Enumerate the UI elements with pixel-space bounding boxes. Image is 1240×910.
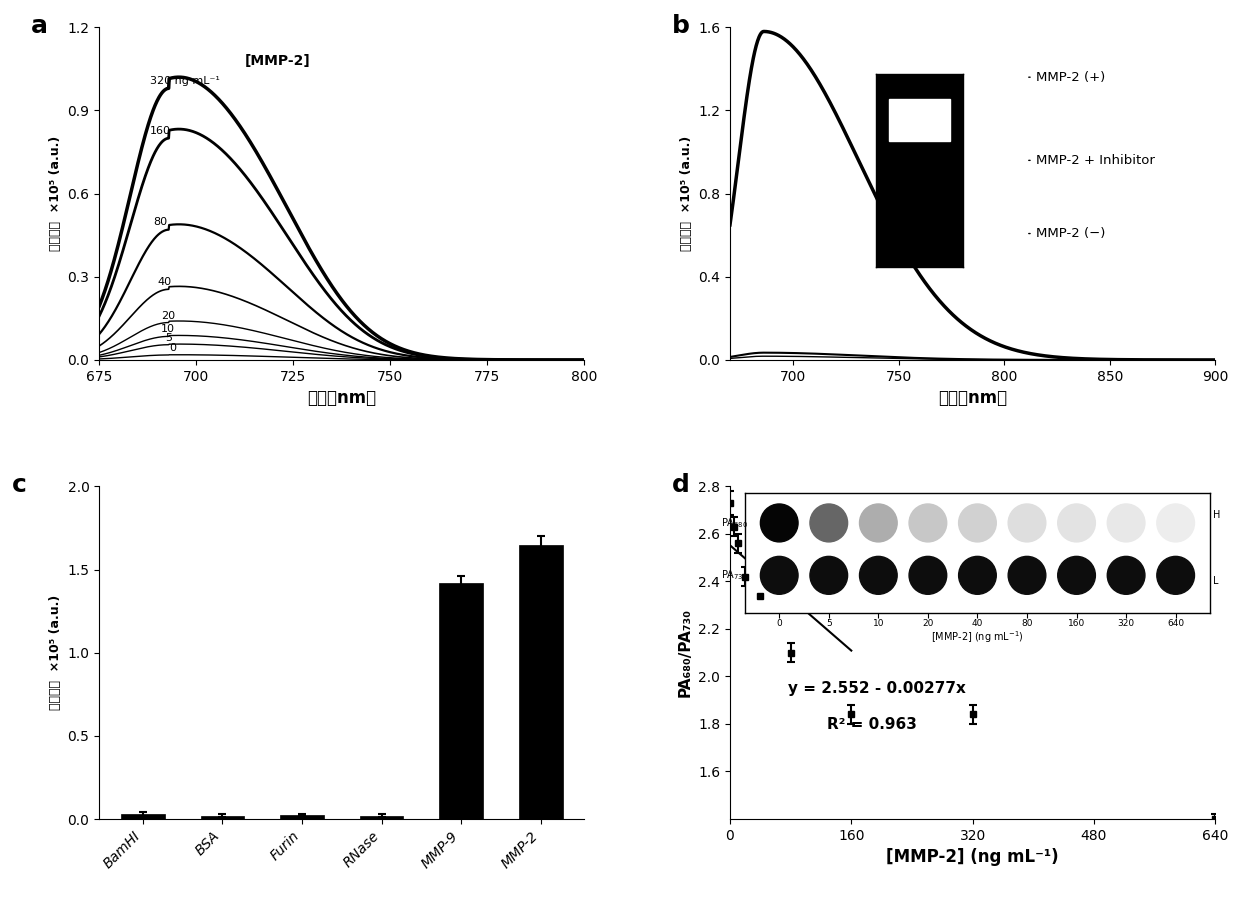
Text: 40: 40 bbox=[157, 278, 171, 288]
Text: 5: 5 bbox=[165, 333, 172, 343]
Text: c: c bbox=[12, 473, 27, 497]
Bar bbox=[360, 815, 403, 819]
Y-axis label: PA₆₈₀/PA₇₃₀: PA₆₈₀/PA₇₃₀ bbox=[677, 608, 693, 697]
Text: 10: 10 bbox=[161, 325, 175, 335]
Text: d: d bbox=[672, 473, 689, 497]
X-axis label: 波长（nm）: 波长（nm） bbox=[308, 389, 377, 407]
Text: MMP-2 (−): MMP-2 (−) bbox=[1029, 227, 1105, 240]
Bar bbox=[280, 814, 324, 819]
Text: 20: 20 bbox=[161, 310, 175, 320]
Text: a: a bbox=[31, 14, 48, 38]
Text: R² = 0.963: R² = 0.963 bbox=[827, 717, 916, 733]
Text: MMP-2 (+): MMP-2 (+) bbox=[1029, 71, 1105, 84]
Y-axis label: 荧光强度  ×10⁵ (a.u.): 荧光强度 ×10⁵ (a.u.) bbox=[48, 595, 62, 711]
X-axis label: 波长（nm）: 波长（nm） bbox=[937, 389, 1007, 407]
Bar bbox=[122, 814, 165, 819]
Text: 0: 0 bbox=[169, 343, 176, 353]
X-axis label: [MMP-2] (ng mL⁻¹): [MMP-2] (ng mL⁻¹) bbox=[887, 848, 1059, 866]
Text: 80: 80 bbox=[154, 217, 167, 228]
Bar bbox=[201, 815, 244, 819]
Text: y = 2.552 - 0.00277x: y = 2.552 - 0.00277x bbox=[789, 681, 966, 695]
Bar bbox=[518, 544, 563, 819]
Text: MMP-2 + Inhibitor: MMP-2 + Inhibitor bbox=[1029, 154, 1154, 167]
Text: b: b bbox=[672, 14, 689, 38]
Text: 320 ng mL⁻¹: 320 ng mL⁻¹ bbox=[150, 76, 219, 86]
Y-axis label: 荧光强度  ×10⁵ (a.u.): 荧光强度 ×10⁵ (a.u.) bbox=[680, 136, 693, 251]
Y-axis label: 荧光强度  ×10⁵ (a.u.): 荧光强度 ×10⁵ (a.u.) bbox=[48, 136, 62, 251]
Text: 160: 160 bbox=[150, 126, 171, 136]
Text: [MMP-2]: [MMP-2] bbox=[244, 54, 310, 68]
Bar bbox=[439, 582, 484, 819]
